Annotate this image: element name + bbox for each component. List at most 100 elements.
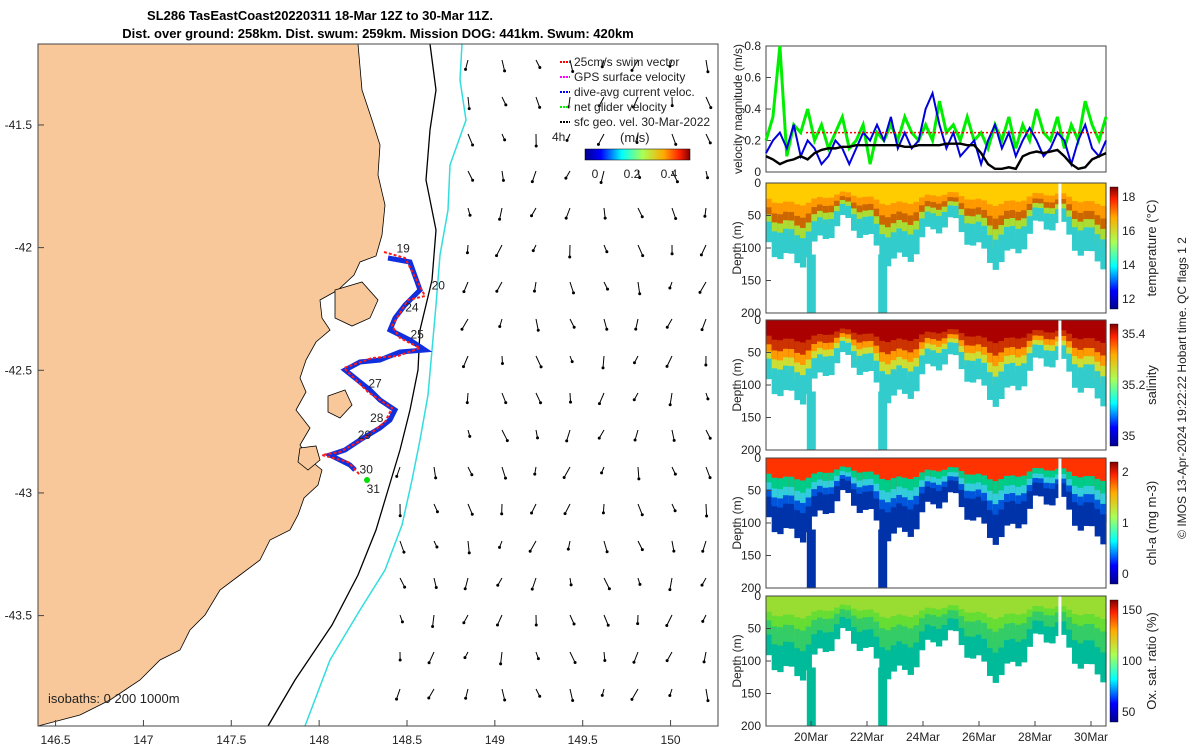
current-arrow-head	[495, 254, 498, 257]
current-arrow-head	[666, 365, 669, 368]
section-cell	[953, 343, 959, 355]
section-cell	[806, 231, 812, 257]
current-arrow-head	[504, 401, 507, 404]
section-cell	[789, 366, 795, 391]
map-y-tick: -42.5	[5, 363, 33, 377]
section-cell	[766, 222, 772, 243]
section-cell	[857, 494, 863, 513]
section-cell	[1095, 371, 1101, 398]
section-cell	[794, 648, 800, 676]
current-arrow-head	[674, 509, 677, 512]
current-arrow-head	[709, 437, 712, 440]
section-cell	[1004, 227, 1010, 251]
section-cell	[1089, 364, 1095, 388]
current-arrow-head	[466, 401, 469, 404]
current-arrow-head	[496, 623, 499, 626]
current-arrow-head	[603, 659, 606, 662]
map-x-tick: 149.5	[568, 733, 598, 747]
section-cell	[777, 646, 783, 672]
section-cell	[868, 216, 874, 234]
map-y-tick: -42	[15, 241, 33, 255]
current-arrow-head	[471, 513, 474, 516]
current-arrow-head	[606, 550, 609, 553]
map-cbar-tick: 0.2	[624, 167, 641, 181]
section-cell	[896, 365, 902, 389]
day-label: 27	[368, 376, 382, 390]
map-x-tick: 150	[661, 733, 681, 747]
current-arrow-head	[669, 403, 672, 406]
section-cell	[845, 343, 851, 355]
section-cell	[919, 218, 925, 237]
section-colorbar	[1110, 600, 1118, 722]
cbar-label: temperature (°C)	[1144, 200, 1159, 297]
figure-title-line1: SL286 TasEastCoast20220311 18-Mar 12Z to…	[147, 8, 493, 23]
current-arrow-head	[531, 588, 534, 591]
current-arrow-head	[504, 477, 507, 480]
current-arrow-head	[498, 546, 501, 549]
current-arrow-head	[533, 473, 536, 476]
legend-label: GPS surface velocity	[574, 70, 685, 84]
section-cell	[1015, 366, 1021, 390]
depth-tick: 100	[741, 378, 761, 392]
current-arrow-head	[539, 401, 542, 404]
current-arrow-head	[573, 623, 576, 626]
current-arrow-head	[569, 401, 572, 404]
depth-tick: 150	[741, 274, 761, 288]
section-cell	[1066, 492, 1072, 510]
current-arrow-head	[604, 217, 607, 220]
current-arrow-head	[632, 661, 635, 664]
section-cell	[953, 206, 959, 218]
section-cell	[1032, 483, 1038, 496]
section-cell	[1089, 640, 1095, 664]
current-arrow-head	[641, 548, 644, 551]
section-cell	[1072, 227, 1078, 251]
section-cell	[953, 481, 959, 493]
current-arrow-head	[633, 398, 636, 401]
deep-dive	[878, 255, 887, 314]
current-arrow-head	[574, 661, 577, 664]
section-cell	[777, 370, 783, 396]
section-cell	[902, 368, 908, 394]
section-cell	[1010, 501, 1016, 524]
current-arrow-head	[464, 68, 467, 71]
current-arrow-head	[668, 694, 671, 697]
section-cell	[857, 632, 863, 651]
section-cell	[1072, 502, 1078, 526]
depth-tick: 50	[748, 622, 762, 636]
section-cell	[896, 503, 902, 527]
current-arrow-head	[637, 477, 640, 480]
section-cell	[1049, 214, 1055, 230]
current-arrow-head	[468, 107, 471, 110]
section-cell	[766, 359, 772, 380]
section-cell	[828, 356, 834, 375]
current-arrow-head	[607, 624, 610, 627]
current-arrow-head	[636, 622, 639, 625]
section-cell	[1010, 363, 1016, 386]
current-arrow-head	[460, 328, 463, 331]
current-arrow-head	[468, 435, 471, 438]
section-cell	[964, 636, 970, 657]
date-tick: 30Mar	[1074, 730, 1108, 744]
section-cell	[1078, 643, 1084, 668]
section-cell	[783, 229, 789, 253]
section-cell	[891, 507, 897, 533]
vel-y-tick: 0.2	[744, 134, 761, 148]
section-cell	[993, 240, 999, 270]
current-arrow-head	[535, 144, 538, 147]
current-arrow-head	[638, 292, 641, 295]
cbar-tick: 12	[1122, 292, 1136, 306]
current-arrow-head	[564, 177, 567, 180]
section-cell	[1027, 491, 1033, 509]
current-arrow-head	[503, 698, 506, 701]
section-cell	[976, 635, 982, 656]
section-cell	[1027, 353, 1033, 371]
section-cell	[947, 480, 953, 492]
section-cell	[811, 634, 817, 654]
current-arrow-head	[532, 249, 535, 252]
section-cell	[998, 510, 1004, 537]
current-arrow-head	[463, 656, 466, 659]
current-arrow-head	[634, 439, 637, 442]
